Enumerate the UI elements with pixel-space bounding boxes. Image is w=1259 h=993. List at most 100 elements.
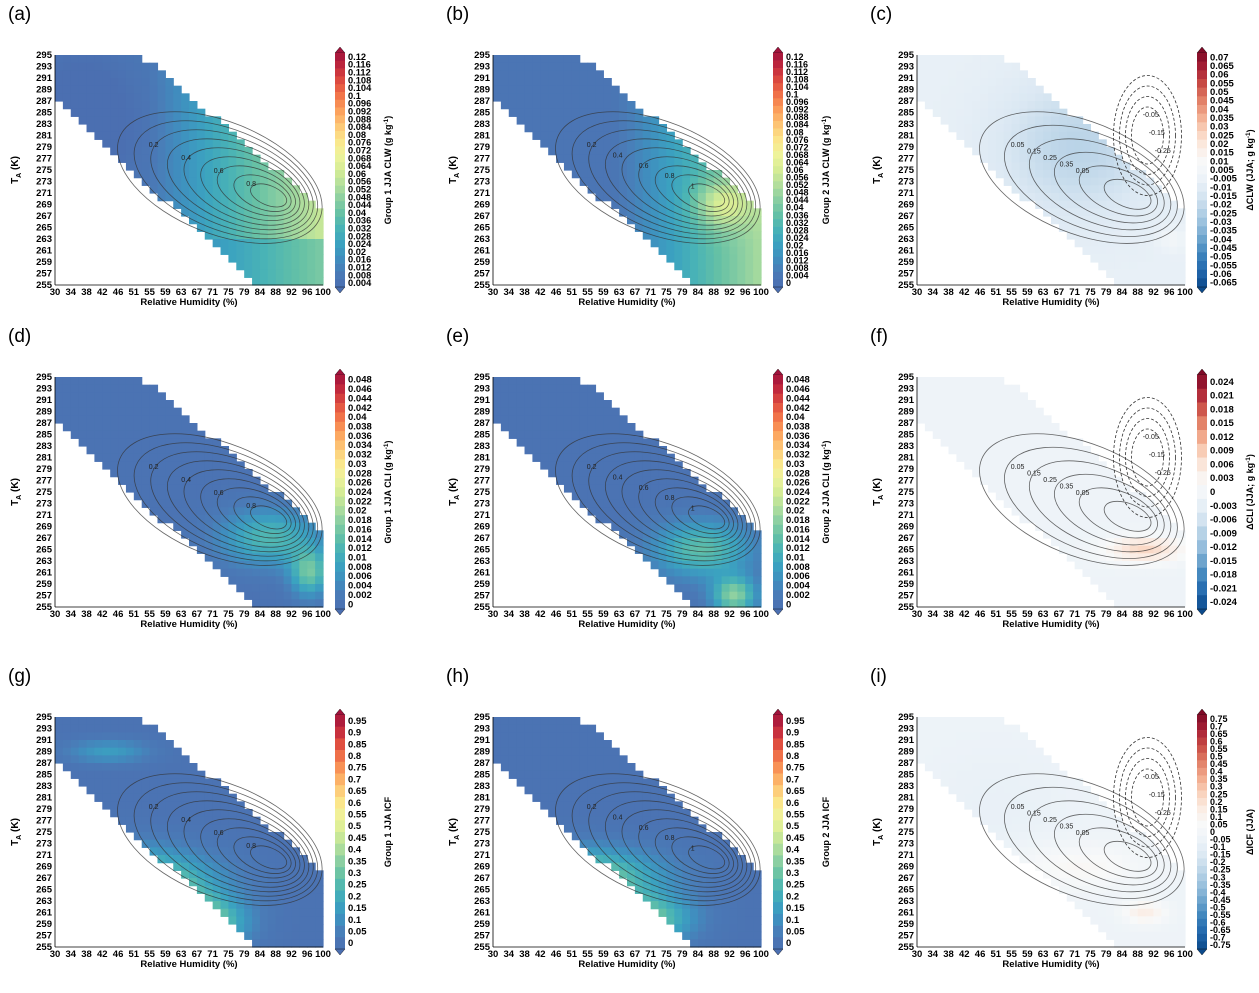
heatmap-cell bbox=[133, 461, 143, 470]
heatmap-cell bbox=[956, 55, 965, 64]
x-tick-label: 55 bbox=[1006, 609, 1017, 620]
heatmap-cell bbox=[165, 476, 174, 485]
heatmap-cell bbox=[674, 484, 683, 493]
heatmap-cell bbox=[244, 576, 253, 585]
y-tick-label: 267 bbox=[898, 533, 914, 544]
heatmap-cell bbox=[299, 862, 308, 871]
heatmap-cell bbox=[102, 446, 111, 455]
heatmap-cell bbox=[165, 108, 174, 117]
heatmap-cell bbox=[987, 816, 997, 825]
heatmap-cell bbox=[987, 438, 997, 447]
heatmap-cell bbox=[587, 70, 597, 79]
heatmap-cell bbox=[524, 407, 534, 416]
heatmap-cell bbox=[627, 193, 636, 202]
heatmap-cell bbox=[729, 262, 738, 271]
colorbar-tick-label: 0.55 bbox=[786, 809, 805, 820]
heatmap-cell bbox=[1106, 269, 1115, 278]
heatmap-cell bbox=[1145, 561, 1155, 570]
heatmap-cell bbox=[1137, 185, 1147, 194]
heatmap-cell bbox=[737, 924, 746, 933]
heatmap-cell bbox=[579, 763, 589, 772]
heatmap-cell bbox=[181, 755, 190, 764]
heatmap-cell bbox=[212, 185, 222, 194]
heatmap-cell bbox=[721, 208, 731, 217]
heatmap-cell bbox=[1043, 793, 1052, 802]
heatmap-cell bbox=[228, 568, 237, 577]
heatmap-cell bbox=[642, 139, 652, 148]
contour-label: 0.6 bbox=[214, 830, 224, 837]
heatmap-cell bbox=[548, 717, 557, 726]
heatmap-cell bbox=[267, 599, 277, 608]
heatmap-cell bbox=[1121, 200, 1131, 209]
heatmap-cell bbox=[291, 855, 300, 864]
heatmap-cell bbox=[141, 809, 151, 818]
heatmap-cell bbox=[173, 824, 182, 833]
heatmap-cell bbox=[579, 793, 589, 802]
heatmap-cell bbox=[524, 446, 534, 455]
heatmap-cell bbox=[713, 254, 723, 263]
colorbar-tick-label: 0.024 bbox=[786, 233, 809, 243]
heatmap-cell bbox=[571, 101, 581, 110]
heatmap-cell bbox=[697, 908, 707, 917]
heatmap-cell bbox=[1145, 177, 1155, 186]
heatmap-cell bbox=[658, 492, 668, 501]
heatmap-cell bbox=[1114, 262, 1123, 271]
y-tick-label: 277 bbox=[474, 154, 490, 165]
contour-label: 0.2 bbox=[149, 142, 159, 149]
heatmap-cell bbox=[995, 453, 1005, 462]
heatmap-cell bbox=[729, 246, 738, 255]
heatmap-cell bbox=[1051, 763, 1060, 772]
heatmap-cell bbox=[1066, 193, 1076, 202]
heatmap-cell bbox=[713, 208, 723, 217]
heatmap-cell bbox=[634, 108, 644, 117]
heatmap-cell bbox=[1177, 530, 1186, 539]
heatmap-cell bbox=[972, 446, 981, 455]
heatmap-cell bbox=[540, 724, 549, 733]
colorbar-tick-label: 0.8 bbox=[786, 751, 799, 762]
heatmap-cell bbox=[563, 124, 573, 133]
heatmap-cell bbox=[627, 484, 636, 493]
heatmap-cell bbox=[587, 407, 597, 416]
heatmap-cell bbox=[697, 939, 707, 948]
heatmap-cells bbox=[917, 55, 1186, 286]
heatmap-cell bbox=[627, 453, 636, 462]
heatmap-cell bbox=[563, 809, 573, 818]
colorbar-tick-label: 0.052 bbox=[786, 180, 809, 190]
heatmap-cell bbox=[244, 553, 253, 562]
heatmap-cell bbox=[721, 246, 731, 255]
heatmap-cell bbox=[267, 223, 277, 232]
heatmap-cell bbox=[650, 147, 660, 156]
heatmap-cell bbox=[524, 717, 534, 726]
heatmap-cell bbox=[1145, 216, 1155, 225]
heatmap-cell bbox=[1074, 801, 1084, 810]
heatmap-cell bbox=[540, 423, 549, 432]
heatmap-cell bbox=[283, 231, 293, 240]
colorbar-tick-label: 0.076 bbox=[786, 135, 809, 145]
colorbar-swatch bbox=[773, 384, 783, 395]
colorbar-tick-label: 0.006 bbox=[1210, 460, 1234, 471]
colorbar-tick-label: 0.02 bbox=[1210, 139, 1229, 150]
heatmap-cell bbox=[987, 446, 997, 455]
y-tick-label: 283 bbox=[36, 119, 52, 130]
heatmap-cell bbox=[1058, 862, 1068, 871]
heatmap-cell bbox=[283, 530, 293, 539]
heatmap-cell bbox=[634, 515, 644, 524]
heatmap-cell bbox=[1106, 576, 1115, 585]
heatmap-cell bbox=[603, 93, 612, 102]
heatmap-cell bbox=[674, 561, 683, 570]
heatmap-cells bbox=[55, 717, 324, 948]
heatmap-cell bbox=[181, 793, 190, 802]
y-tick-label: 265 bbox=[36, 885, 53, 896]
heatmap-cell bbox=[705, 931, 715, 940]
heatmap-cell bbox=[1011, 154, 1021, 163]
heatmap-cell bbox=[516, 384, 526, 393]
heatmap-cell bbox=[690, 924, 699, 933]
heatmap-cell bbox=[204, 778, 214, 787]
heatmap-cell bbox=[697, 177, 707, 186]
heatmap-cell bbox=[1051, 530, 1060, 539]
heatmap-cell bbox=[713, 916, 723, 925]
heatmap-cell bbox=[141, 131, 151, 140]
panel-g: (g) 0.2 0.4 0.6 0.8 30 34 38 42 46 51 55 59 63 67 71 75 7… bbox=[0, 662, 420, 992]
heatmap-cell bbox=[556, 85, 565, 94]
heatmap-cell bbox=[540, 763, 549, 772]
